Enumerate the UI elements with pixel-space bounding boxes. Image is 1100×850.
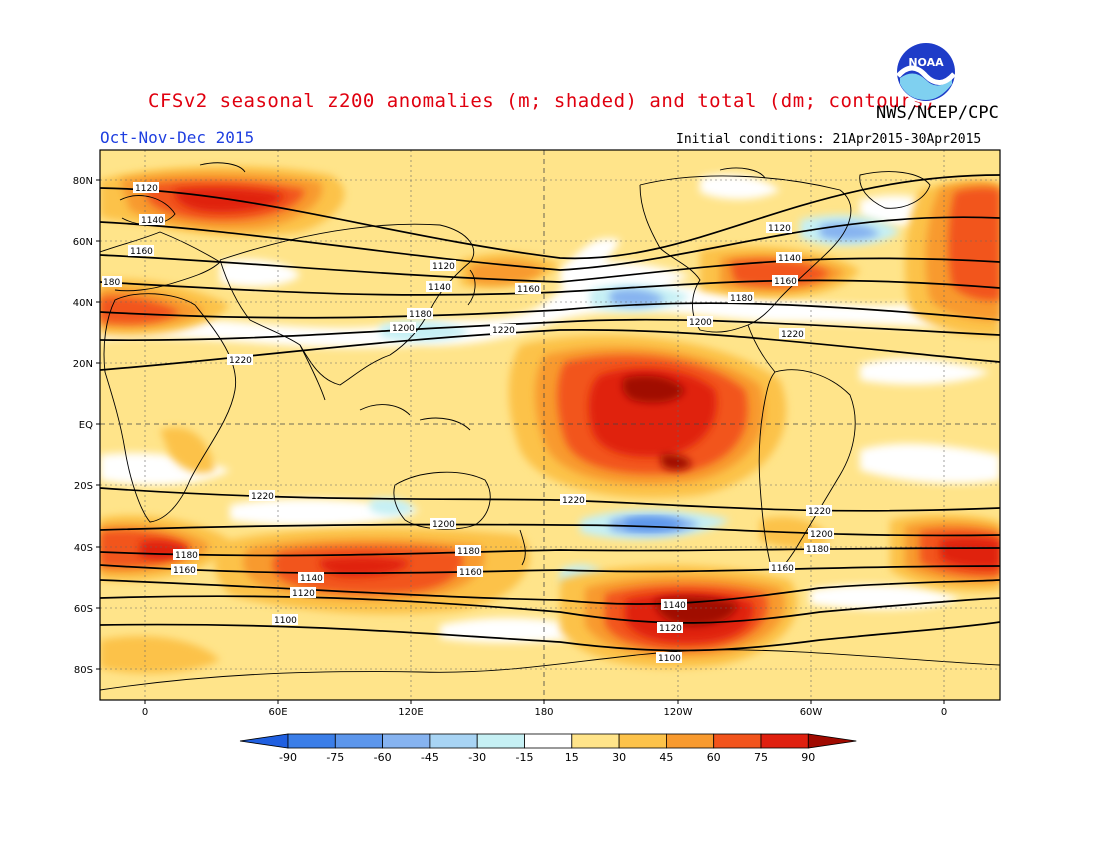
gridlines — [100, 150, 1000, 700]
contour-label-180: 180 — [103, 278, 120, 288]
colorbar-swatch — [571, 733, 620, 749]
colorbar-label: -45 — [421, 751, 439, 764]
contour-label-1100: 1100 — [274, 616, 297, 626]
colorbar-swatch — [476, 733, 525, 749]
colorbar-swatch — [382, 733, 431, 749]
lon-label: 120E — [398, 707, 423, 718]
contour-label-1160: 1160 — [517, 285, 540, 295]
lat-label: EQ — [79, 420, 93, 431]
colorbar-label: 60 — [707, 751, 721, 764]
colorbar-swatch — [713, 733, 762, 749]
colorbar-swatch — [524, 733, 573, 749]
contour-label-1180: 1180 — [175, 551, 198, 561]
lat-label: 60S — [74, 604, 93, 615]
contour-label-1180: 1180 — [409, 310, 432, 320]
lat-label: 40N — [73, 298, 93, 309]
colorbar-label: -30 — [468, 751, 486, 764]
contour-label-1160: 1160 — [173, 566, 196, 576]
lon-label: 0 — [142, 707, 148, 718]
contour-label-1100: 1100 — [658, 654, 681, 664]
latitude-labels: 80N 60N 40N 20N EQ 20S 40S 60S 80S — [73, 176, 93, 676]
contour-label-1160: 1160 — [130, 247, 153, 257]
lat-label: 60N — [73, 237, 93, 248]
initial-conditions-label: Initial conditions: 21Apr2015-30Apr2015 — [676, 132, 982, 147]
colorbar-label: 15 — [565, 751, 579, 764]
lon-label: 0 — [941, 707, 947, 718]
contour-label-1180: 1180 — [806, 545, 829, 555]
contour-label-1180: 1180 — [457, 547, 480, 557]
colorbar-label: -15 — [516, 751, 534, 764]
lat-label: 20N — [73, 359, 93, 370]
contour-label-1220: 1220 — [808, 507, 831, 517]
contour-label-1120: 1120 — [292, 589, 315, 599]
colorbar-arrow-high — [807, 733, 857, 749]
lat-label: 20S — [74, 481, 93, 492]
contour-label-1200: 1200 — [689, 318, 712, 328]
colorbar-label: 30 — [612, 751, 626, 764]
contour-label-1200: 1200 — [432, 520, 455, 530]
contour-label-1140: 1140 — [778, 254, 801, 264]
colorbar-label: -60 — [374, 751, 392, 764]
logo-text: NOAA — [908, 56, 944, 69]
lat-label: 80S — [74, 665, 93, 676]
colorbar-label: -90 — [279, 751, 297, 764]
shaded-anomalies: 1120 1140 1160 180 1220 1200 1180 1140 1… — [100, 150, 1000, 700]
contour-label-1120: 1120 — [432, 262, 455, 272]
contour-label-1140: 1140 — [428, 283, 451, 293]
contour-label-1200: 1200 — [392, 324, 415, 334]
lat-label: 40S — [74, 543, 93, 554]
contour-label-1160: 1160 — [771, 564, 794, 574]
colorbar-label: 90 — [801, 751, 815, 764]
agency-label: NWS/NCEP/CPC — [876, 103, 999, 123]
colorbar-swatch — [666, 733, 715, 749]
lon-label: 60W — [800, 707, 823, 718]
contour-label-1220: 1220 — [562, 496, 585, 506]
contour-label-1220: 1220 — [229, 356, 252, 366]
colorbar-swatch — [334, 733, 383, 749]
season-label: Oct-Nov-Dec 2015 — [100, 128, 255, 147]
contour-label-1220: 1220 — [781, 330, 804, 340]
noaa-logo-icon: NOAA — [895, 41, 957, 103]
contour-label-1120: 1120 — [659, 624, 682, 634]
colorbar-swatch — [287, 733, 336, 749]
lon-label: 180 — [534, 707, 553, 718]
colorbar-label: 75 — [754, 751, 768, 764]
contour-labels: 1120 1140 1160 180 1220 1200 1180 1140 1… — [102, 182, 834, 664]
contour-label-1220: 1220 — [251, 492, 274, 502]
lon-label: 120W — [664, 707, 693, 718]
colorbar-arrow-low — [239, 733, 289, 749]
colorbar-label: 45 — [659, 751, 673, 764]
contour-label-1160: 1160 — [774, 277, 797, 287]
contour-label-1140: 1140 — [300, 574, 323, 584]
contour-label-1140: 1140 — [141, 216, 164, 226]
colorbar-swatch — [760, 733, 809, 749]
colorbar-label: -75 — [326, 751, 344, 764]
contour-label-1120: 1120 — [135, 184, 158, 194]
lat-label: 80N — [73, 176, 93, 187]
map-title: CFSv2 seasonal z200 anomalies (m; shaded… — [148, 90, 936, 112]
contour-label-1120: 1120 — [768, 224, 791, 234]
contour-label-1220: 1220 — [492, 326, 515, 336]
axis-ticks — [96, 179, 945, 704]
contour-label-1160: 1160 — [459, 568, 482, 578]
longitude-labels: 0 60E 120E 180 120W 60W 0 — [142, 707, 947, 718]
contour-label-1140: 1140 — [663, 601, 686, 611]
colorbar-swatch — [618, 733, 667, 749]
contour-label-1180: 1180 — [730, 294, 753, 304]
colorbar-swatch — [429, 733, 478, 749]
lon-label: 60E — [268, 707, 287, 718]
map-frame — [99, 149, 1001, 701]
colorbar: -90 -75 -60 -45 -30 -15 15 30 45 60 75 90 — [239, 733, 857, 764]
contour-label-1200: 1200 — [810, 530, 833, 540]
